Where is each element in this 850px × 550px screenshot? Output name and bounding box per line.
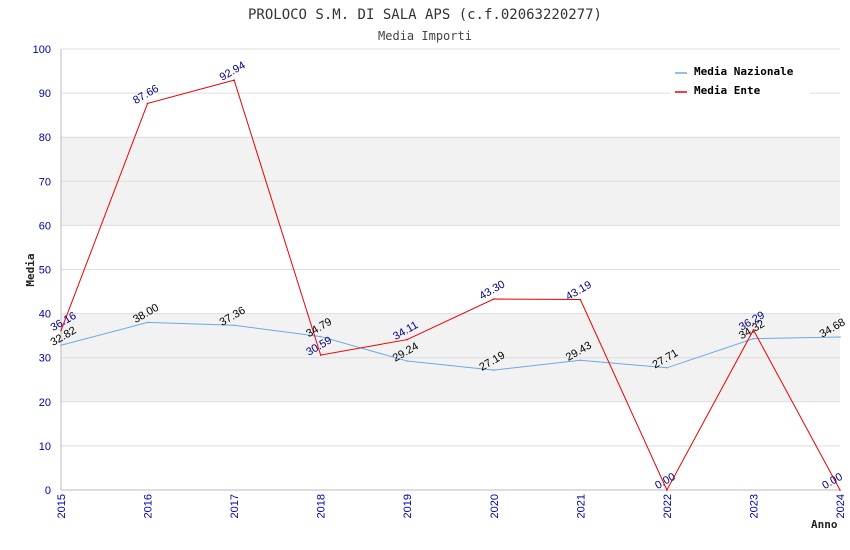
data-point [492, 369, 495, 371]
grid-lines [61, 48, 840, 491]
data-point [319, 335, 322, 338]
x-tick-label: 2024 [835, 494, 847, 518]
y-axis-label: Media [24, 253, 37, 286]
x-tick-label: 2015 [56, 494, 68, 518]
data-label: 92.94 [218, 59, 248, 83]
legend-background [670, 60, 810, 96]
y-tick-labels: 0 10 20 30 40 50 60 70 80 90 100 [33, 44, 51, 497]
grid-band [61, 181, 840, 226]
y-tick-label: 90 [39, 88, 51, 100]
data-point [752, 329, 755, 331]
data-point [60, 344, 62, 347]
y-tick-label: 100 [33, 44, 51, 56]
y-tick-label: 10 [39, 441, 51, 453]
grid-band [61, 357, 840, 402]
series-layer [60, 79, 841, 492]
data-label: 0.00 [653, 471, 678, 492]
chart-title: PROLOCO S.M. DI SALA APS (c.f.0206322027… [248, 7, 602, 23]
y-tick-label: 80 [39, 132, 51, 144]
data-point [666, 366, 668, 369]
y-tick-label: 0 [45, 485, 51, 497]
x-tick-labels: 2015 2016 2017 2018 2019 2020 2021 2022 2023 2024 [56, 494, 847, 518]
data-label: 87.66 [131, 83, 161, 107]
x-tick-label: 2019 [402, 494, 414, 518]
data-point [839, 336, 841, 338]
grid-bands [61, 137, 840, 402]
x-tick-label: 2023 [748, 494, 760, 518]
data-label: 0.00 [820, 471, 845, 492]
data-point [579, 359, 582, 362]
series-line-media-nazionale [60, 321, 841, 371]
legend-label-media-ente: Media Ente [694, 84, 761, 97]
data-point [60, 329, 62, 332]
series-line-media-ente [60, 79, 841, 492]
x-axis-label: Anno [811, 518, 838, 531]
legend-label-media-nazionale: Media Nazionale [694, 65, 794, 78]
x-tick-label: 2022 [662, 494, 674, 518]
grid-band [61, 137, 840, 182]
x-tick-label: 2021 [575, 494, 587, 518]
y-tick-label: 20 [39, 397, 51, 409]
data-point [319, 354, 322, 356]
data-point [752, 337, 755, 340]
y-tick-label: 60 [39, 220, 51, 232]
x-tick-label: 2020 [489, 494, 501, 518]
x-tick-label: 2017 [229, 494, 241, 518]
grid-band [61, 313, 840, 358]
data-point [233, 324, 235, 327]
data-point [146, 321, 149, 324]
data-point [406, 360, 409, 362]
y-tick-label: 40 [39, 309, 51, 321]
data-point [233, 79, 235, 81]
y-tick-label: 30 [39, 353, 51, 365]
data-point [579, 298, 582, 301]
data-point [146, 102, 149, 105]
data-point [666, 489, 668, 491]
data-point [406, 338, 409, 341]
data-point [839, 489, 841, 491]
x-tick-label: 2016 [143, 494, 155, 518]
x-tick-label: 2018 [316, 494, 328, 518]
legend: Media Nazionale Media Ente [670, 60, 810, 97]
y-tick-label: 70 [39, 176, 51, 188]
chart-subtitle: Media Importi [378, 29, 472, 43]
data-point [492, 298, 495, 300]
axes [60, 49, 840, 491]
y-tick-label: 50 [39, 265, 51, 277]
